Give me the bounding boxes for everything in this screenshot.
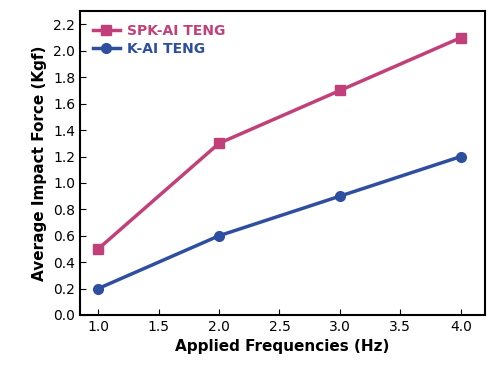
Line: K-AI TENG: K-AI TENG [94,152,466,294]
X-axis label: Applied Frequencies (Hz): Applied Frequencies (Hz) [176,339,390,354]
Line: SPK-AI TENG: SPK-AI TENG [94,33,466,254]
SPK-AI TENG [95,247,101,251]
Y-axis label: Average Impact Force (Kgf): Average Impact Force (Kgf) [32,45,48,281]
K-AI TENG [216,234,222,238]
K-AI TENG [458,154,464,159]
K-AI TENG [95,286,101,291]
Legend: SPK-AI TENG, K-AI TENG: SPK-AI TENG, K-AI TENG [87,18,231,62]
SPK-AI TENG [216,141,222,146]
SPK-AI TENG [337,88,343,93]
K-AI TENG [337,194,343,198]
SPK-AI TENG [458,35,464,40]
